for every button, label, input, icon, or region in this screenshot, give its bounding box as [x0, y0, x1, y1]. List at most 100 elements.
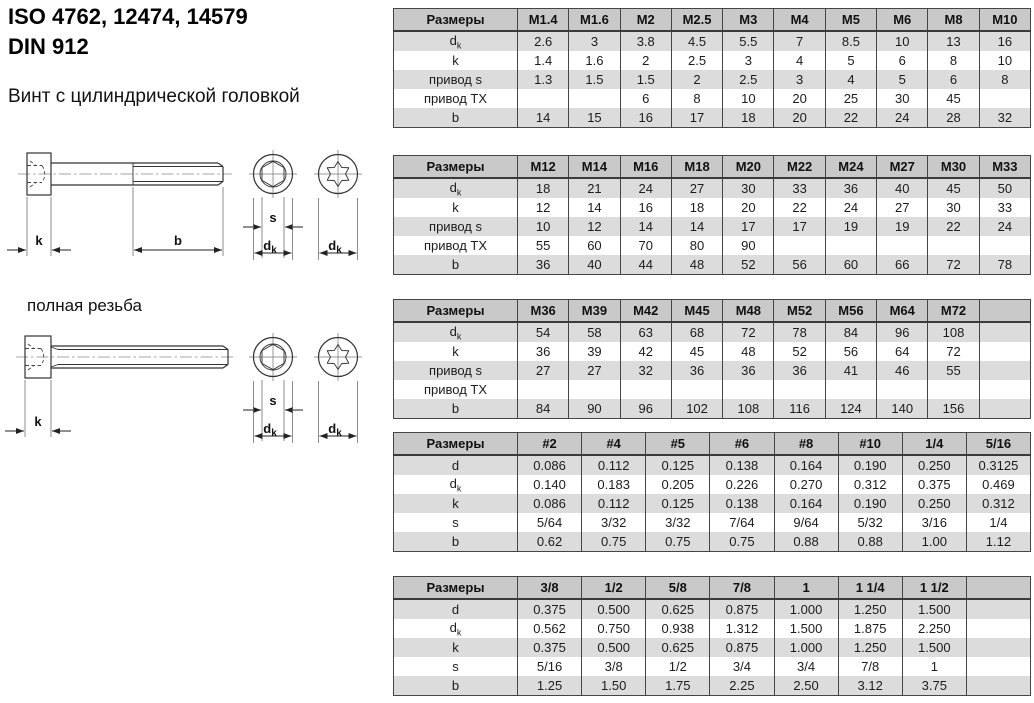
value-cell: 45	[670, 342, 724, 361]
value-cell: 78	[978, 255, 1032, 275]
value-cell: 2.5	[722, 70, 775, 89]
value-cell: 16	[619, 198, 672, 217]
value-cell: 14	[619, 217, 672, 236]
row-label: k	[393, 198, 518, 217]
column-header: 1/2	[581, 576, 647, 600]
value-cell: 27	[568, 361, 621, 380]
row-label: b	[393, 532, 518, 552]
value-cell: 3/4	[709, 657, 775, 676]
value-cell: 54	[516, 322, 570, 342]
screw-shank-threaded	[50, 345, 229, 369]
value-cell: 10	[516, 217, 570, 236]
value-cell: 5	[876, 70, 929, 89]
table-metric-m36-to-m72: Размеры M36 M39 M42 M45 M48 M52 M56 M64 M72 dk 54 58…	[393, 299, 1032, 419]
value-cell: 10	[978, 51, 1032, 70]
value-cell: 7/64	[709, 513, 775, 532]
value-cell: 2.25	[709, 676, 775, 696]
value-cell: 63	[619, 322, 672, 342]
value-cell: 41	[824, 361, 878, 380]
value-cell: 1.500	[773, 619, 839, 638]
value-cell: 4.5	[670, 31, 724, 51]
screw-shank	[51, 162, 224, 186]
dimensions-table: Размеры M1.4 M1.6 M2 M2.5 M3 M4 M5 M6 M8 M10 dk 2.6 3…	[393, 8, 1032, 128]
value-cell: 0.625	[645, 599, 711, 619]
value-cell: 4	[824, 70, 878, 89]
value-cell: 19	[824, 217, 878, 236]
column-header: M42	[619, 299, 672, 323]
value-cell: 58	[568, 322, 621, 342]
value-cell: 2.50	[773, 676, 839, 696]
column-header: M2.5	[670, 8, 724, 32]
dim-label-b: b	[174, 233, 182, 248]
value-cell: 1.5	[619, 70, 672, 89]
column-header: 7/8	[709, 576, 775, 600]
value-cell: 30	[927, 198, 980, 217]
value-cell: 5	[824, 51, 878, 70]
value-cell: 40	[568, 255, 621, 275]
value-cell: 32	[619, 361, 672, 380]
dimensions-table: Размеры M36 M39 M42 M45 M48 M52 M56 M64 M72 dk 54 58…	[393, 299, 1032, 419]
column-header: M52	[773, 299, 826, 323]
value-cell	[978, 322, 1032, 342]
value-cell: 20	[773, 108, 826, 128]
value-cell: 0.086	[516, 455, 583, 475]
value-cell: 0.250	[901, 455, 967, 475]
row-label: d	[393, 455, 518, 475]
value-cell: 3	[773, 70, 826, 89]
column-header: M14	[568, 155, 621, 179]
value-cell: 0.112	[581, 455, 647, 475]
value-cell: 1.500	[901, 599, 967, 619]
value-cell: 96	[876, 322, 929, 342]
value-cell: 0.125	[645, 494, 711, 513]
value-cell: 0.750	[581, 619, 647, 638]
row-label: dk	[393, 475, 518, 494]
value-cell: 1.250	[837, 638, 903, 657]
dim-label-dk: dk	[328, 421, 342, 439]
value-cell: 60	[568, 236, 621, 255]
row-label: s	[393, 513, 518, 532]
column-header: M10	[978, 8, 1032, 32]
value-cell: 156	[927, 399, 980, 419]
screw-head-side	[26, 152, 52, 196]
value-cell: 0.125	[645, 455, 711, 475]
value-cell: 1.000	[773, 638, 839, 657]
value-cell: 55	[927, 361, 980, 380]
row-label: k	[393, 638, 518, 657]
value-cell: 6	[876, 51, 929, 70]
value-cell	[965, 619, 1032, 638]
value-cell: 0.75	[645, 532, 711, 552]
value-cell: 0.312	[965, 494, 1032, 513]
row-label: b	[393, 108, 518, 128]
value-cell: 6	[619, 89, 672, 108]
value-cell: 68	[670, 322, 724, 342]
value-cell: 0.625	[645, 638, 711, 657]
column-header: Размеры	[393, 8, 518, 32]
value-cell: 1.500	[901, 638, 967, 657]
column-header: Размеры	[393, 576, 518, 600]
value-cell: 52	[773, 342, 826, 361]
column-header: #4	[581, 432, 647, 456]
screw-head-side	[24, 335, 52, 379]
column-header: M30	[927, 155, 980, 179]
dim-label-k: k	[34, 414, 42, 429]
value-cell: 3.12	[837, 676, 903, 696]
value-cell	[773, 236, 826, 255]
value-cell: 17	[670, 108, 724, 128]
row-label: привод TX	[393, 236, 518, 255]
column-header: Размеры	[393, 155, 518, 179]
row-label: привод s	[393, 361, 518, 380]
value-cell: 2	[619, 51, 672, 70]
column-header: Размеры	[393, 432, 518, 456]
table-row: dk 2.6 3 3.8 4.5 5.5 7 8.5 10 13 16	[393, 31, 1032, 51]
value-cell: 3.75	[901, 676, 967, 696]
value-cell: 1.4	[516, 51, 570, 70]
column-header: 5/8	[645, 576, 711, 600]
value-cell: 20	[773, 89, 826, 108]
column-header: M12	[516, 155, 570, 179]
value-cell: 39	[568, 342, 621, 361]
value-cell	[568, 380, 621, 399]
value-cell: 12	[568, 217, 621, 236]
dim-label-s: s	[269, 210, 276, 225]
value-cell: 90	[722, 236, 775, 255]
column-header: M3	[722, 8, 775, 32]
